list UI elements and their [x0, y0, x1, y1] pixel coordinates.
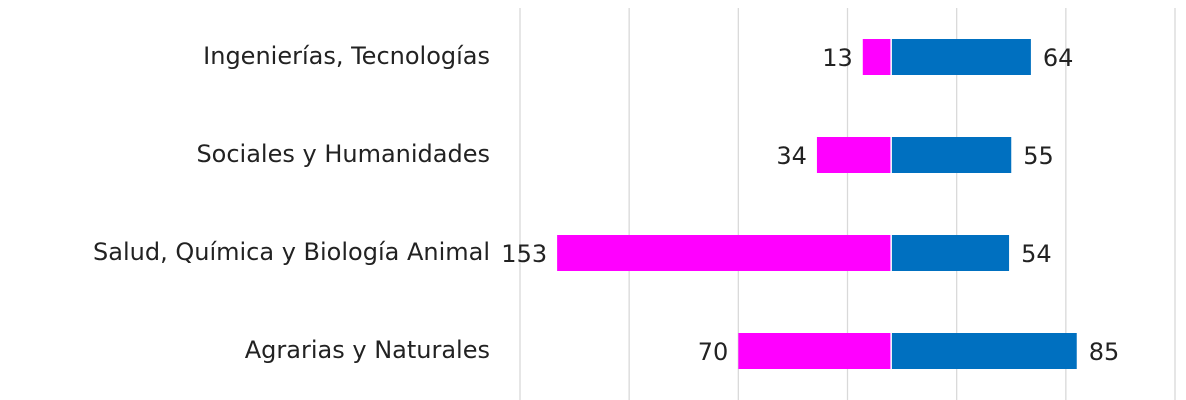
data-label: 70: [698, 338, 729, 366]
data-label: 64: [1043, 44, 1074, 72]
data-label: 55: [1023, 142, 1054, 170]
category-label: Salud, Química y Biología Animal: [93, 238, 490, 266]
category-label: Agrarias y Naturales: [245, 336, 490, 364]
bar: [862, 39, 892, 75]
data-label: 34: [776, 142, 807, 170]
bar: [891, 333, 1077, 369]
bar: [738, 333, 892, 369]
data-label: 13: [822, 44, 853, 72]
bar: [816, 137, 892, 173]
category-label: Sociales y Humanidades: [196, 140, 490, 168]
data-label: 85: [1089, 338, 1120, 366]
bar: [557, 235, 892, 271]
bar: [891, 235, 1010, 271]
data-label: 153: [501, 240, 547, 268]
bar: [891, 137, 1012, 173]
category-label: Ingenierías, Tecnologías: [203, 42, 490, 70]
data-label: 54: [1021, 240, 1052, 268]
bar: [891, 39, 1031, 75]
